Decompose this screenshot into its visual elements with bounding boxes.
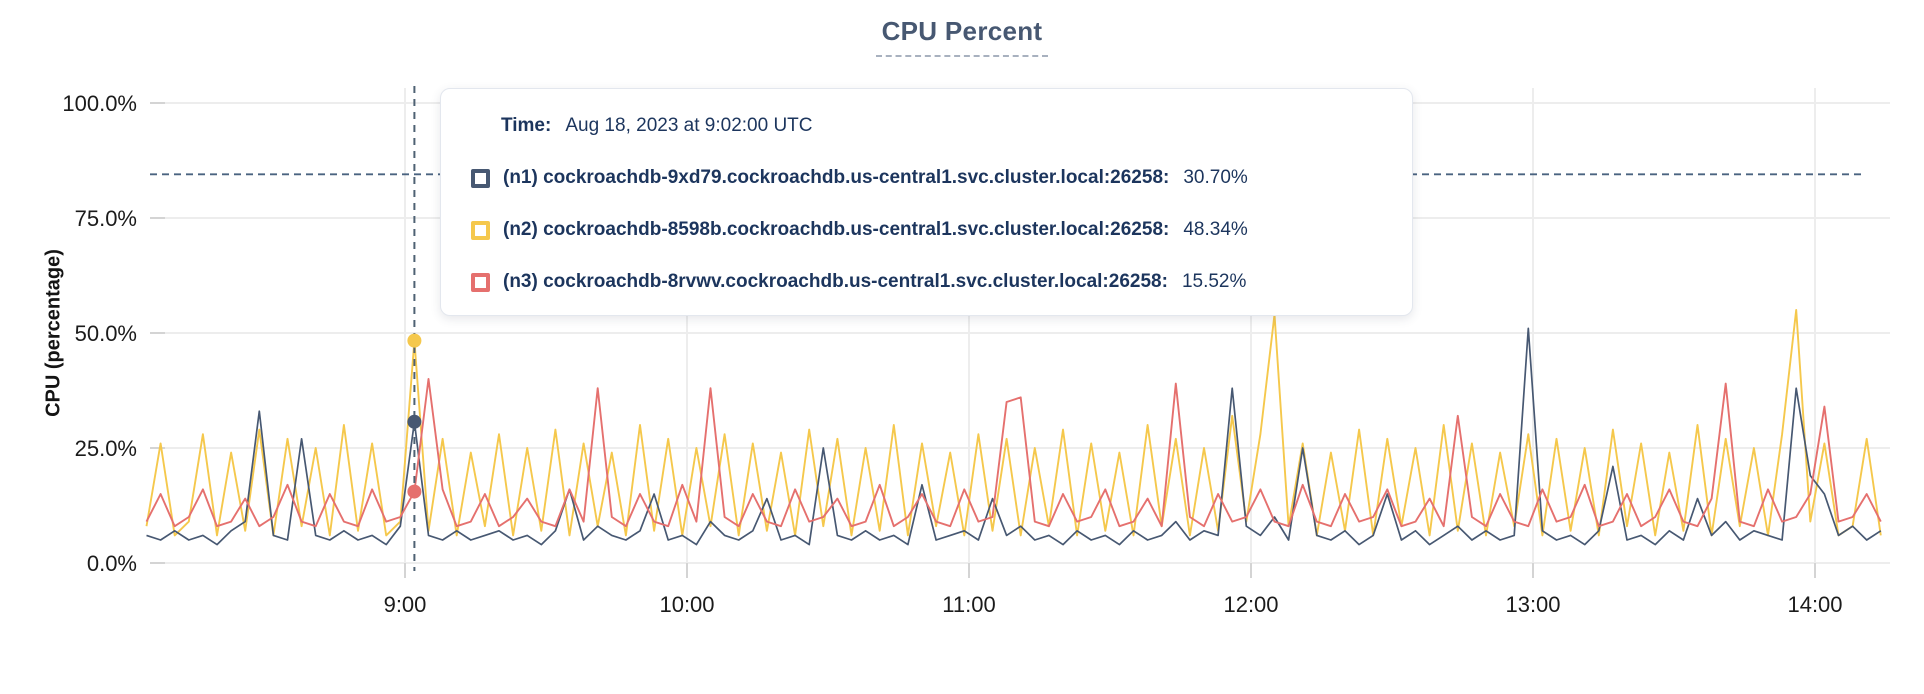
x-tick-label: 14:00 <box>1787 592 1842 617</box>
tooltip-row-value: 48.34% <box>1183 219 1248 240</box>
tooltip-row-n3: (n3) cockroachdb-8rvwv.cockroachdb.us-ce… <box>471 271 1382 293</box>
y-tick-label: 100.0% <box>62 91 137 116</box>
x-tick-label: 11:00 <box>942 592 995 617</box>
tooltip-time-label: Time: <box>501 115 552 136</box>
series-line-n3[interactable] <box>145 378 1882 528</box>
tooltip-row-label: (n1) cockroachdb-9xd79.cockroachdb.us-ce… <box>503 167 1170 188</box>
chart-title: CPU Percent <box>875 16 1049 57</box>
tooltip-row-n2: (n2) cockroachdb-8598b.cockroachdb.us-ce… <box>471 219 1382 241</box>
y-tick-label: 25.0% <box>75 436 137 461</box>
n2-series-marker-icon <box>471 220 490 240</box>
x-tick-label: 10:00 <box>659 592 714 617</box>
y-axis-label: CPU (percentage) <box>42 249 65 417</box>
series-line-n1[interactable] <box>146 327 1882 546</box>
tooltip-row-value: 30.70% <box>1183 167 1248 188</box>
tooltip-time-value: Aug 18, 2023 at 9:02:00 UTC <box>565 115 813 136</box>
chart-title-wrap: CPU Percent <box>0 16 1924 57</box>
y-tick-label: 0.0% <box>87 551 137 576</box>
tooltip-row-label: (n2) cockroachdb-8598b.cockroachdb.us-ce… <box>503 219 1170 240</box>
x-tick-label: 12:00 <box>1223 592 1278 617</box>
y-tick-label: 50.0% <box>75 321 137 346</box>
tooltip-row-value: 15.52% <box>1181 271 1247 292</box>
hover-dot-n2 <box>407 333 422 348</box>
tooltip-row-label: (n3) cockroachdb-8rvwv.cockroachdb.us-ce… <box>503 271 1168 292</box>
y-tick-label: 75.0% <box>75 206 137 231</box>
series-line-n2[interactable] <box>145 309 1882 537</box>
n3-series-marker-icon <box>471 272 490 292</box>
n1-series-marker-icon <box>471 168 490 188</box>
hover-dot-n3 <box>407 484 422 499</box>
x-tick-label: 13:00 <box>1505 592 1560 617</box>
tooltip-time-row: Time: Aug 18, 2023 at 9:02:00 UTC <box>501 115 1382 137</box>
chart-tooltip: Time: Aug 18, 2023 at 9:02:00 UTC (n1) co… <box>440 88 1413 316</box>
hover-dot-n1 <box>407 414 422 429</box>
x-tick-label: 9:00 <box>384 592 427 617</box>
tooltip-row-n1: (n1) cockroachdb-9xd79.cockroachdb.us-ce… <box>471 167 1382 189</box>
